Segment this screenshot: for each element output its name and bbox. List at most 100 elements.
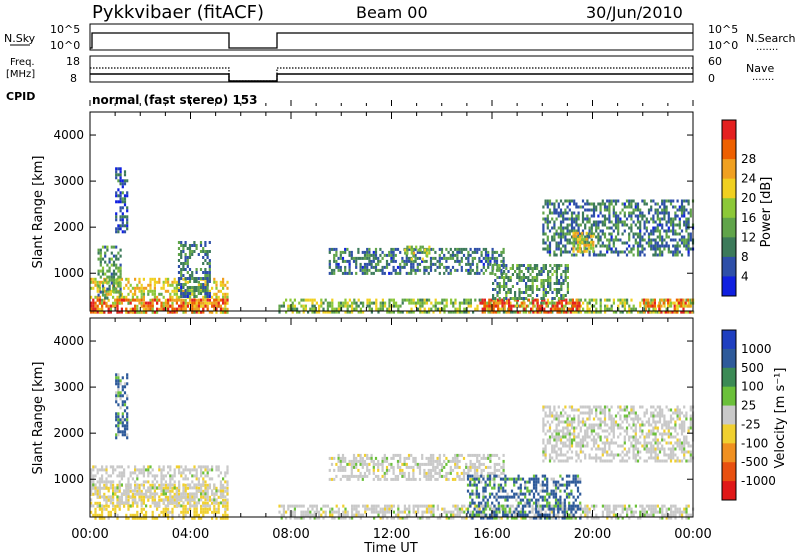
heatmap-cell (149, 471, 152, 475)
heatmap-cell (458, 262, 461, 266)
heatmap-cell (572, 237, 575, 241)
heatmap-cell (665, 223, 668, 227)
heatmap-cell (217, 465, 220, 469)
heatmap-cell (158, 465, 161, 469)
heatmap-cell (175, 295, 178, 299)
heatmap-cell (496, 291, 499, 294)
heatmap-cell (296, 504, 299, 508)
heatmap-cell (625, 253, 629, 257)
heatmap-cell (348, 250, 351, 254)
heatmap-cell (451, 468, 455, 472)
heatmap-cell (436, 504, 439, 508)
heatmap-cell (184, 289, 187, 292)
heatmap-cell (107, 504, 110, 508)
heatmap-cell (114, 504, 117, 508)
heatmap-cell (628, 244, 631, 248)
heatmap-cell (191, 504, 194, 508)
heatmap-cell (107, 310, 110, 314)
heatmap-cell (485, 516, 488, 520)
heatmap-cell (581, 231, 584, 235)
heatmap-cell (610, 232, 613, 236)
heatmap-cell (412, 468, 415, 472)
heatmap-cell (94, 486, 97, 490)
heatmap-cell (392, 256, 395, 260)
heatmap-cell (512, 304, 515, 308)
heatmap-cell (503, 288, 506, 291)
heatmap-cell (104, 260, 107, 264)
heatmap-cell (121, 376, 124, 380)
heatmap-cell (361, 456, 364, 460)
heatmap-cell (637, 310, 640, 314)
heatmap-cell (483, 513, 486, 517)
heatmap-cell (498, 285, 501, 288)
heatmap-cell (649, 304, 652, 308)
heatmap-cell (475, 486, 478, 490)
heatmap-cell (206, 274, 209, 277)
heatmap-cell (341, 259, 345, 263)
heatmap-cell (355, 507, 358, 511)
heatmap-cell (658, 232, 662, 236)
heatmap-cell (224, 474, 227, 478)
heatmap-cell (171, 295, 174, 299)
heatmap-cell (211, 516, 214, 520)
heatmap-cell (547, 279, 550, 282)
heatmap-cell (101, 304, 104, 308)
heatmap-cell (202, 471, 205, 475)
heatmap-cell (329, 507, 332, 511)
heatmap-cell (601, 513, 604, 517)
heatmap-cell (588, 298, 591, 302)
heatmap-cell (105, 292, 108, 296)
heatmap-cell (178, 295, 181, 299)
heatmap-cell (357, 477, 360, 481)
heatmap-cell (463, 510, 466, 514)
heatmap-cell (94, 283, 97, 287)
heatmap-cell (498, 268, 501, 272)
heatmap-cell (156, 301, 159, 305)
heatmap-cell (564, 279, 567, 282)
heatmap-cell (595, 504, 598, 508)
heatmap-cell (610, 235, 613, 239)
heatmap-cell (381, 474, 384, 478)
heatmap-cell (661, 223, 664, 227)
heatmap-cell (333, 256, 336, 260)
heatmap-cell (565, 310, 568, 314)
heatmap-cell (224, 310, 227, 314)
heatmap-cell (403, 462, 406, 466)
heatmap-cell (566, 285, 569, 288)
heatmap-cell (136, 510, 139, 514)
heatmap-cell (300, 510, 303, 514)
heatmap-cell (496, 285, 499, 288)
heatmap-cell (606, 304, 609, 308)
heatmap-cell (175, 495, 178, 499)
heatmap-cell (680, 253, 684, 257)
heatmap-cell (467, 298, 470, 302)
heatmap-cell (169, 492, 172, 496)
heatmap-cell (545, 310, 548, 314)
heatmap-cell (480, 462, 483, 466)
heatmap-cell (117, 173, 120, 177)
heatmap-cell (117, 427, 120, 431)
heatmap-cell (478, 247, 481, 251)
heatmap-cell (423, 307, 426, 311)
heatmap-cell (115, 263, 118, 267)
heatmap-cell (373, 516, 376, 520)
heatmap-cell (467, 504, 470, 508)
heatmap-cell (590, 214, 593, 218)
heatmap-cell (104, 278, 107, 282)
heatmap-cell (577, 235, 580, 239)
heatmap-cell (368, 462, 371, 466)
heatmap-cell (175, 298, 178, 302)
heatmap-cell (178, 513, 181, 517)
heatmap-cell (630, 226, 633, 230)
heatmap-cell (601, 202, 604, 206)
heatmap-cell (119, 269, 122, 273)
heatmap-cell (195, 304, 198, 308)
heatmap-cell (173, 495, 176, 499)
heatmap-cell (307, 298, 310, 302)
heatmap-cell (129, 495, 132, 499)
heatmap-cell (101, 504, 104, 508)
heatmap-cell (432, 474, 435, 478)
heatmap-cell (202, 492, 205, 496)
heatmap-cell (476, 271, 479, 275)
heatmap-cell (441, 307, 444, 311)
